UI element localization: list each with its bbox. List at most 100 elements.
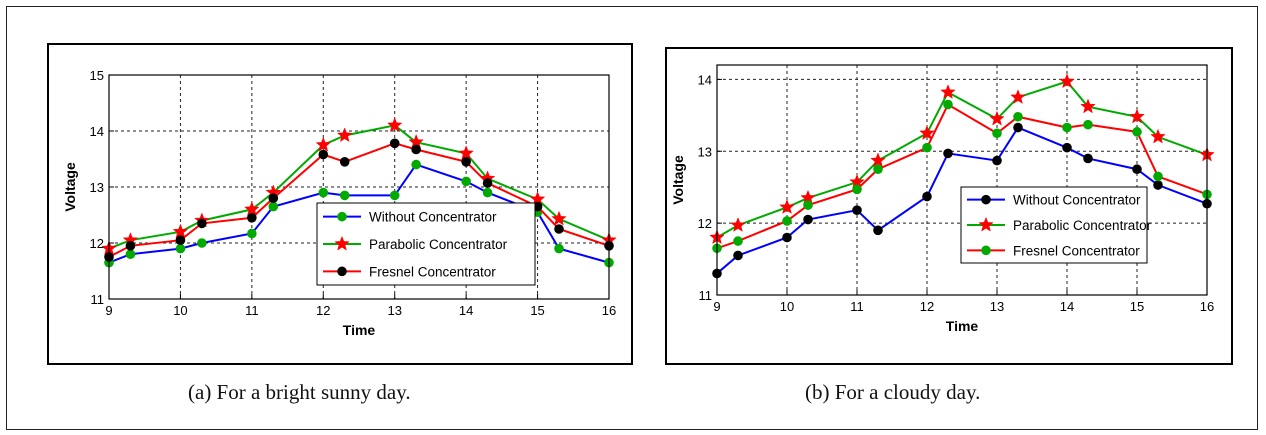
series-3: [104, 138, 614, 262]
data-point: [1129, 108, 1145, 124]
x-tick-label: 15: [530, 303, 544, 318]
caption-cloudy: (b) For a cloudy day.: [805, 380, 981, 404]
data-point: [943, 148, 953, 159]
legend-label: Without Concentrator: [369, 210, 497, 225]
data-point: [1083, 119, 1093, 130]
data-point: [268, 201, 279, 212]
data-point: [782, 232, 792, 243]
data-point: [482, 187, 493, 198]
caption-sunny: (a) For a bright sunny day.: [188, 380, 411, 404]
x-tick-label: 14: [459, 303, 473, 318]
x-tick-label: 13: [990, 299, 1004, 314]
series-1: [104, 159, 614, 268]
data-point: [172, 223, 189, 239]
legend: Without Concentrator Parabolic Concentrat…: [316, 202, 536, 286]
data-point: [175, 235, 186, 245]
data-point: [1153, 171, 1163, 182]
data-point: [922, 142, 932, 153]
chart-sunny: 9 10 11 12 13 14 15 16 11 12 13 14 15 Time Voltage With…: [62, 68, 617, 338]
data-point: [803, 214, 813, 225]
data-point: [247, 213, 257, 223]
data-point: [852, 205, 862, 215]
x-tick-label: 9: [713, 299, 720, 314]
data-point: [125, 241, 136, 251]
data-point: [125, 249, 136, 259]
data-point: [1013, 122, 1023, 133]
data-point: [175, 243, 186, 254]
data-point: [803, 200, 813, 210]
x-tick-label: 10: [780, 299, 794, 314]
legend-item: Parabolic Concentrator: [967, 216, 1152, 233]
data-point: [482, 178, 493, 188]
legend: Without Concentrator Parabolic Concentrat…: [960, 186, 1152, 264]
x-axis-label: Time: [343, 322, 376, 338]
y-tick-label: 14: [90, 124, 104, 139]
data-point: [244, 201, 260, 217]
data-point: [1062, 142, 1072, 153]
legend-item: Fresnel Concentrator: [323, 264, 496, 279]
data-point: [922, 191, 932, 202]
legend-marker: [337, 211, 347, 222]
y-tick-label: 15: [90, 68, 104, 83]
x-tick-label: 11: [245, 303, 259, 318]
data-point: [318, 187, 329, 198]
data-point: [1132, 164, 1142, 175]
x-tick-label: 13: [387, 303, 401, 318]
y-tick-label: 11: [91, 292, 105, 307]
data-point: [1080, 98, 1096, 114]
y-tick-label: 11: [699, 288, 713, 303]
data-point: [197, 238, 207, 248]
data-point: [733, 250, 743, 261]
data-point: [1132, 127, 1142, 137]
y-axis-label: Voltage: [62, 162, 78, 212]
data-point: [1153, 180, 1163, 190]
data-point: [197, 218, 207, 229]
data-point: [1059, 73, 1075, 89]
data-point: [461, 157, 471, 167]
chart-cloudy: 9 10 11 12 13 14 15 16 11 12 13 14 Time Voltage Withou…: [670, 64, 1215, 334]
data-point: [268, 193, 279, 203]
data-point: [870, 152, 886, 168]
data-point: [1013, 111, 1023, 122]
data-point: [1083, 153, 1093, 164]
legend-marker: [337, 266, 347, 277]
data-point: [411, 144, 421, 155]
data-point: [1150, 128, 1166, 144]
data-point: [339, 157, 350, 167]
series-1: [712, 122, 1212, 279]
data-point: [992, 128, 1002, 139]
data-point: [873, 164, 883, 175]
x-tick-label: 9: [105, 303, 112, 318]
data-point: [247, 228, 257, 239]
legend-item: Fresnel Concentrator: [967, 243, 1140, 258]
data-point: [992, 155, 1002, 166]
data-point: [386, 117, 403, 133]
x-tick-label: 15: [1130, 299, 1144, 314]
data-point: [389, 138, 400, 149]
y-tick-label: 12: [698, 216, 712, 231]
x-axis-label: Time: [946, 318, 979, 334]
y-axis-label: Voltage: [670, 155, 686, 205]
data-point: [1062, 122, 1072, 133]
legend-label: Fresnel Concentrator: [1013, 243, 1140, 258]
x-tick-label: 11: [850, 299, 864, 314]
y-tick-label: 13: [698, 144, 712, 159]
data-point: [458, 145, 474, 161]
data-point: [339, 190, 350, 201]
data-point: [1010, 89, 1026, 104]
data-point: [779, 199, 795, 214]
x-tick-label: 14: [1060, 299, 1074, 314]
legend-marker: [981, 245, 991, 256]
data-point: [318, 149, 329, 160]
data-point: [315, 136, 332, 152]
data-point: [852, 184, 862, 195]
data-point: [733, 236, 743, 246]
data-point: [782, 216, 792, 226]
data-point: [940, 84, 956, 99]
data-point: [461, 176, 471, 187]
series-2: [101, 117, 617, 256]
plot-area-border: [716, 64, 1208, 296]
legend-marker: [978, 216, 994, 232]
x-tick-label: 12: [920, 299, 934, 314]
data-point: [989, 110, 1005, 126]
